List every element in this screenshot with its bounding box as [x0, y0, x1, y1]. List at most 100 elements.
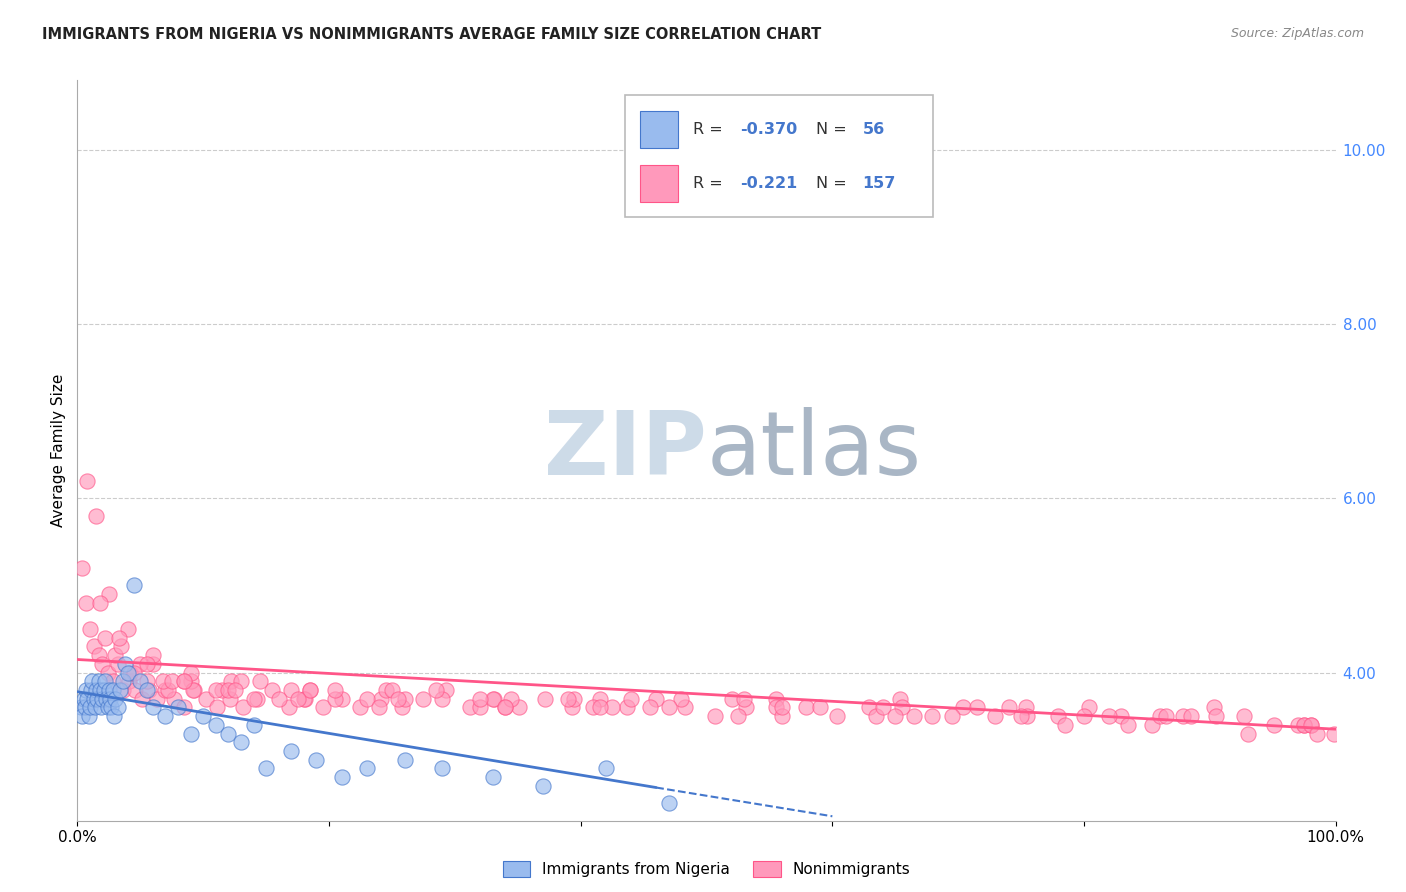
Point	[122, 665, 145, 680]
Point	[104, 648, 127, 662]
Point	[111, 674, 134, 689]
Point	[194, 691, 217, 706]
Text: N =: N =	[815, 176, 852, 191]
Point	[204, 683, 226, 698]
Point	[108, 683, 131, 698]
Point	[280, 683, 302, 698]
Point	[468, 700, 491, 714]
Point	[262, 683, 284, 698]
Point	[160, 674, 183, 689]
Point	[858, 700, 880, 714]
Point	[94, 674, 117, 689]
Point	[564, 691, 586, 706]
Point	[254, 761, 277, 775]
Point	[658, 700, 681, 714]
Point	[374, 683, 396, 698]
Point	[229, 735, 252, 749]
Point	[1173, 709, 1195, 723]
Point	[299, 683, 322, 698]
Point	[79, 700, 101, 714]
Point	[80, 683, 103, 698]
Point	[163, 691, 186, 706]
Point	[73, 700, 96, 714]
Point	[966, 700, 988, 714]
Point	[330, 691, 353, 706]
Point	[107, 657, 129, 671]
Point	[129, 657, 152, 671]
Point	[1116, 718, 1139, 732]
Point	[508, 700, 530, 714]
Text: Source: ZipAtlas.com: Source: ZipAtlas.com	[1230, 27, 1364, 40]
Point	[155, 683, 177, 698]
Point	[135, 683, 157, 698]
Point	[101, 674, 124, 689]
Point	[89, 683, 111, 698]
Point	[219, 674, 242, 689]
Point	[645, 691, 668, 706]
Point	[131, 691, 153, 706]
Point	[501, 691, 523, 706]
Point	[70, 700, 93, 714]
Point	[884, 709, 907, 723]
Point	[82, 674, 104, 689]
Point	[370, 691, 392, 706]
Point	[827, 709, 849, 723]
Point	[391, 700, 413, 714]
Point	[97, 683, 120, 698]
Point	[494, 700, 516, 714]
Point	[183, 683, 205, 698]
Point	[75, 683, 97, 698]
Point	[96, 691, 118, 706]
Point	[941, 709, 963, 723]
Point	[412, 691, 434, 706]
Point	[704, 709, 727, 723]
Point	[173, 674, 195, 689]
Point	[1202, 700, 1225, 714]
Point	[1205, 709, 1227, 723]
Point	[211, 683, 233, 698]
Bar	[640, 164, 678, 202]
Point	[720, 691, 742, 706]
Point	[903, 709, 925, 723]
Point	[1054, 718, 1077, 732]
Point	[673, 700, 696, 714]
Text: 56: 56	[862, 122, 884, 136]
Point	[242, 691, 264, 706]
Point	[232, 700, 254, 714]
Point	[84, 683, 107, 698]
Point	[727, 709, 749, 723]
Point	[205, 700, 228, 714]
Point	[1286, 718, 1309, 732]
Point	[770, 700, 793, 714]
Point	[180, 726, 202, 740]
Point	[142, 700, 165, 714]
Point	[808, 700, 831, 714]
Text: IMMIGRANTS FROM NIGERIA VS NONIMMIGRANTS AVERAGE FAMILY SIZE CORRELATION CHART: IMMIGRANTS FROM NIGERIA VS NONIMMIGRANTS…	[42, 27, 821, 42]
FancyBboxPatch shape	[624, 95, 934, 218]
Point	[111, 683, 134, 698]
Point	[1294, 718, 1316, 732]
Point	[91, 657, 114, 671]
Point	[267, 691, 290, 706]
Point	[330, 770, 353, 784]
Text: 157: 157	[862, 176, 896, 191]
Point	[94, 631, 117, 645]
Point	[138, 683, 160, 698]
Point	[117, 665, 139, 680]
Point	[1263, 718, 1285, 732]
Point	[1233, 709, 1256, 723]
Text: -0.370: -0.370	[741, 122, 797, 136]
Point	[425, 683, 447, 698]
Point	[1010, 709, 1032, 723]
Point	[167, 700, 190, 714]
Point	[387, 691, 409, 706]
Point	[77, 709, 100, 723]
Point	[1017, 709, 1039, 723]
Point	[394, 753, 416, 767]
Point	[173, 700, 195, 714]
Point	[595, 761, 617, 775]
Point	[103, 709, 125, 723]
Point	[434, 683, 457, 698]
Point	[87, 648, 110, 662]
Point	[145, 691, 167, 706]
